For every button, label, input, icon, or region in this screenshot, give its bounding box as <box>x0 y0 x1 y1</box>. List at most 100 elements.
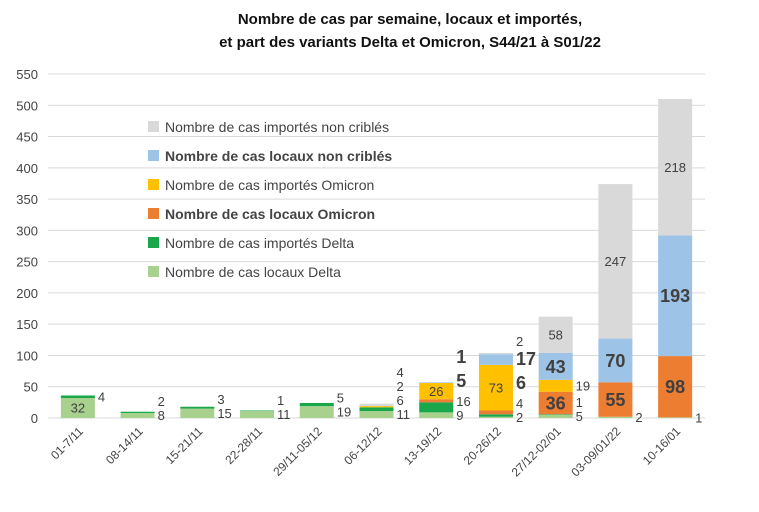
bar-segment <box>359 411 394 418</box>
legend-label: Nombre de cas importés Omicron <box>165 176 375 193</box>
legend-swatch <box>148 121 159 132</box>
data-label: 19 <box>337 405 351 420</box>
legend-item: Nombre de cas importés Delta <box>148 228 392 257</box>
data-label: 6 <box>397 393 404 408</box>
y-tick-label: 350 <box>16 192 38 207</box>
title-line-1: Nombre de cas par semaine, locaux et imp… <box>237 11 583 28</box>
bar-segment <box>120 411 155 413</box>
x-tick-label: 03-09/01/22 <box>568 424 623 479</box>
legend-item: Nombre de cas locaux Delta <box>148 257 392 286</box>
bar-segment <box>120 412 155 418</box>
bar-segment <box>658 356 693 418</box>
data-label: 16 <box>456 394 470 409</box>
data-label: 58 <box>548 327 562 342</box>
data-label: 70 <box>605 351 625 371</box>
legend-item: Nombre de cas locaux Omicron <box>148 199 392 228</box>
bar-segment <box>538 414 573 418</box>
data-label: 2 <box>516 334 523 349</box>
data-label: 2 <box>635 410 642 425</box>
data-label: 26 <box>429 384 443 399</box>
bar-segment <box>299 402 334 407</box>
legend-item: Nombre de cas locaux non criblés <box>148 141 392 170</box>
data-label: 43 <box>546 357 566 377</box>
data-label: 8 <box>158 408 165 423</box>
y-tick-label: 150 <box>16 317 38 332</box>
bar-segment <box>598 184 633 339</box>
bar-segment <box>658 417 693 418</box>
bar-segment <box>419 382 454 383</box>
data-label: 2 <box>158 394 165 409</box>
y-tick-label: 0 <box>31 411 38 426</box>
legend-item: Nombre de cas importés Omicron <box>148 170 392 199</box>
y-tick-label: 400 <box>16 161 38 176</box>
bar-segment <box>538 316 573 353</box>
bar-segment <box>419 399 454 403</box>
bar-segment <box>478 410 513 415</box>
legend-label: Nombre de cas locaux Omicron <box>165 205 376 222</box>
bar-segment <box>538 379 573 392</box>
bar-segment <box>240 410 275 412</box>
bar-segment <box>538 414 573 415</box>
title-line-2: et part des variants Delta et Omicron, S… <box>219 34 601 51</box>
y-tick-label: 300 <box>16 223 38 238</box>
data-label: 32 <box>71 401 85 416</box>
x-tick-label: 20-26/12 <box>461 424 505 468</box>
bar-segment <box>478 352 513 355</box>
y-tick-label: 500 <box>16 98 38 113</box>
data-label: 9 <box>456 408 463 423</box>
legend-swatch <box>148 208 159 219</box>
bar-segment <box>478 416 513 418</box>
bar-segment <box>419 412 454 418</box>
bar-segment <box>359 407 394 412</box>
bar-segment <box>478 354 513 365</box>
legend-swatch <box>148 237 159 248</box>
data-label: 19 <box>576 378 590 393</box>
legend-label: Nombre de cas importés non criblés <box>165 118 390 135</box>
data-label: 2 <box>516 410 523 425</box>
bar-segment <box>359 406 394 408</box>
data-label: 55 <box>605 390 625 410</box>
chart-title: Nombre de cas par semaine, locaux et imp… <box>150 8 670 54</box>
x-tick-label: 06-12/12 <box>341 424 385 468</box>
y-tick-label: 100 <box>16 348 38 363</box>
x-tick-label: 08-14/11 <box>103 424 146 467</box>
legend-swatch <box>148 179 159 190</box>
data-label: 2 <box>397 379 404 394</box>
bar-segment <box>419 402 454 413</box>
data-label: 4 <box>516 396 523 411</box>
bar-segment <box>658 235 693 357</box>
y-tick-label: 450 <box>16 130 38 145</box>
bar-segment <box>478 414 513 417</box>
bar-segment <box>60 397 95 418</box>
y-tick-label: 250 <box>16 255 38 270</box>
y-tick-label: 550 <box>16 67 38 82</box>
legend-label: Nombre de cas locaux Delta <box>165 263 341 280</box>
data-label: 4 <box>98 389 105 404</box>
legend-label: Nombre de cas importés Delta <box>165 234 355 251</box>
x-tick-label: 27/12-02/01 <box>509 424 564 479</box>
bar-segment <box>478 364 513 411</box>
data-label: 3 <box>217 392 224 407</box>
y-tick-label: 50 <box>24 380 38 395</box>
data-label: 36 <box>546 393 566 413</box>
legend-label: Nombre de cas locaux non criblés <box>165 147 393 164</box>
data-label: 4 <box>397 365 404 380</box>
data-label: 1 <box>695 410 702 425</box>
data-label: 98 <box>665 377 685 397</box>
y-tick-label: 200 <box>16 286 38 301</box>
data-label: 247 <box>605 254 627 269</box>
data-label: 15 <box>217 406 231 421</box>
data-label: 5 <box>456 371 466 391</box>
bar-segment <box>658 99 693 236</box>
x-tick-label: 15-21/11 <box>163 424 206 467</box>
legend-item: Nombre de cas importés non criblés <box>148 112 392 141</box>
data-label: 218 <box>664 160 686 175</box>
data-label: 73 <box>489 380 503 395</box>
legend-swatch <box>148 150 159 161</box>
bar-segment <box>598 338 633 383</box>
x-tick-label: 10-16/01 <box>640 424 684 468</box>
data-label: 11 <box>277 407 291 422</box>
data-label: 193 <box>660 286 690 306</box>
legend: Nombre de cas importés non criblés Nombre… <box>148 112 392 286</box>
